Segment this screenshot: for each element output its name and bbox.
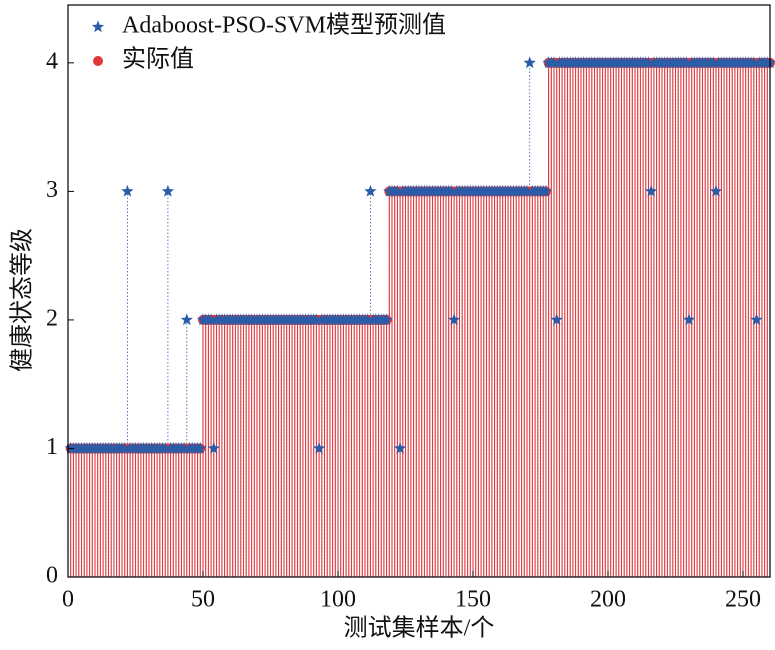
prediction-marker bbox=[445, 184, 458, 197]
prediction-marker bbox=[642, 56, 655, 69]
plot-frame bbox=[67, 4, 771, 578]
x-tick-label: 150 bbox=[455, 587, 491, 613]
prediction-marker bbox=[121, 184, 134, 197]
prediction-marker bbox=[447, 313, 461, 326]
legend-label: 实际值 bbox=[122, 46, 194, 73]
prediction-marker bbox=[159, 441, 172, 454]
x-tick-label: 100 bbox=[320, 587, 356, 613]
legend-marker bbox=[93, 56, 103, 66]
x-tick-label: 0 bbox=[62, 587, 74, 613]
prediction-marker bbox=[194, 441, 207, 454]
prediction-marker bbox=[750, 313, 763, 326]
prediction-marker bbox=[682, 313, 696, 326]
prediction-marker bbox=[118, 441, 131, 454]
prediction-marker bbox=[523, 56, 536, 69]
prediction-marker bbox=[161, 184, 175, 197]
prediction-marker bbox=[645, 184, 658, 197]
x-tick-label: 200 bbox=[590, 587, 626, 613]
prediction-marker bbox=[312, 441, 326, 454]
prediction-marker bbox=[391, 184, 404, 197]
y-tick-label: 1 bbox=[46, 434, 58, 460]
prediction-marker bbox=[207, 441, 220, 454]
prediction-marker bbox=[364, 184, 377, 197]
prediction-marker bbox=[310, 313, 323, 326]
prediction-marker bbox=[361, 313, 374, 326]
prediction-marker bbox=[380, 313, 393, 326]
prediction-marker bbox=[680, 56, 693, 69]
prediction-marker bbox=[393, 441, 407, 454]
prediction-marker bbox=[547, 56, 561, 69]
x-tick-label: 50 bbox=[191, 587, 215, 613]
y-tick-label: 2 bbox=[46, 305, 58, 331]
prediction-marker bbox=[177, 441, 191, 454]
x-tick-label: 250 bbox=[725, 587, 761, 613]
y-axis-label: 健康状态等级 bbox=[9, 228, 36, 372]
prediction-marker bbox=[707, 56, 720, 69]
prediction-marker bbox=[539, 184, 553, 197]
prediction-marker bbox=[550, 313, 563, 326]
y-tick-label: 0 bbox=[46, 563, 58, 589]
prediction-marker bbox=[709, 184, 723, 197]
y-tick-label: 4 bbox=[46, 48, 58, 74]
prediction-marker bbox=[180, 313, 193, 326]
prediction-marker bbox=[747, 56, 760, 69]
prediction-marker bbox=[204, 313, 218, 326]
legend-label: Adaboost-PSO-SVM模型预测值 bbox=[122, 12, 446, 39]
y-tick-label: 3 bbox=[46, 177, 58, 203]
x-axis-label: 测试集样本/个 bbox=[344, 615, 495, 642]
legend-marker bbox=[91, 20, 105, 33]
prediction-marker bbox=[520, 184, 534, 197]
